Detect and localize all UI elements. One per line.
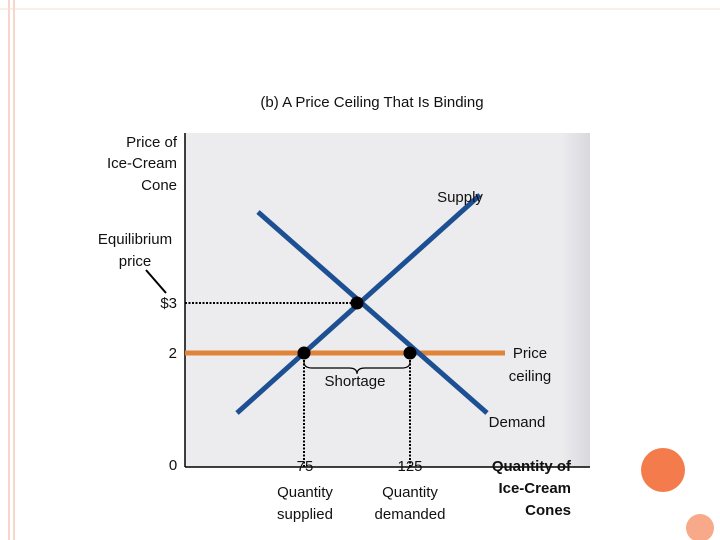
- demanded-point: [403, 346, 417, 360]
- y-tick-label: $3: [160, 295, 177, 312]
- demand-curve: [256, 210, 489, 415]
- price-ceiling-label: Price: [513, 345, 547, 362]
- x-axis-label: Ice-Cream: [498, 480, 571, 497]
- x-tick-label: 125: [397, 458, 422, 475]
- shortage-label: Shortage: [325, 373, 386, 390]
- y-tick-label: 2: [169, 345, 177, 362]
- origin-label: 0: [169, 457, 177, 474]
- decor-circle: [641, 448, 685, 492]
- supply-label: Supply: [437, 189, 483, 206]
- decor-circle: [686, 514, 714, 540]
- equilibrium-label: Equilibrium: [98, 231, 172, 248]
- title: (b) A Price Ceiling That Is Binding: [260, 94, 483, 111]
- y-axis-label: Price of: [126, 134, 178, 151]
- demand-label: Demand: [489, 414, 546, 431]
- x-tick-label: 75: [297, 458, 314, 475]
- shortage-brace: [303, 361, 411, 375]
- equilibrium-point: [350, 296, 364, 310]
- equilibrium-label: price: [119, 253, 152, 270]
- supplied-point: [297, 346, 311, 360]
- pointer-line: [145, 269, 167, 294]
- plot-area: [185, 133, 590, 467]
- x-tick-caption: demanded: [375, 506, 446, 523]
- x-tick-caption: Quantity: [277, 484, 333, 501]
- y-axis-label: Cone: [141, 177, 177, 194]
- x-tick-caption: Quantity: [382, 484, 438, 501]
- y-axis-label: Ice-Cream: [107, 155, 177, 172]
- x-tick-caption: supplied: [277, 506, 333, 523]
- price-ceiling-label: ceiling: [509, 368, 552, 385]
- x-axis-label: Cones: [525, 502, 571, 519]
- x-axis-label: Quantity of: [492, 458, 572, 475]
